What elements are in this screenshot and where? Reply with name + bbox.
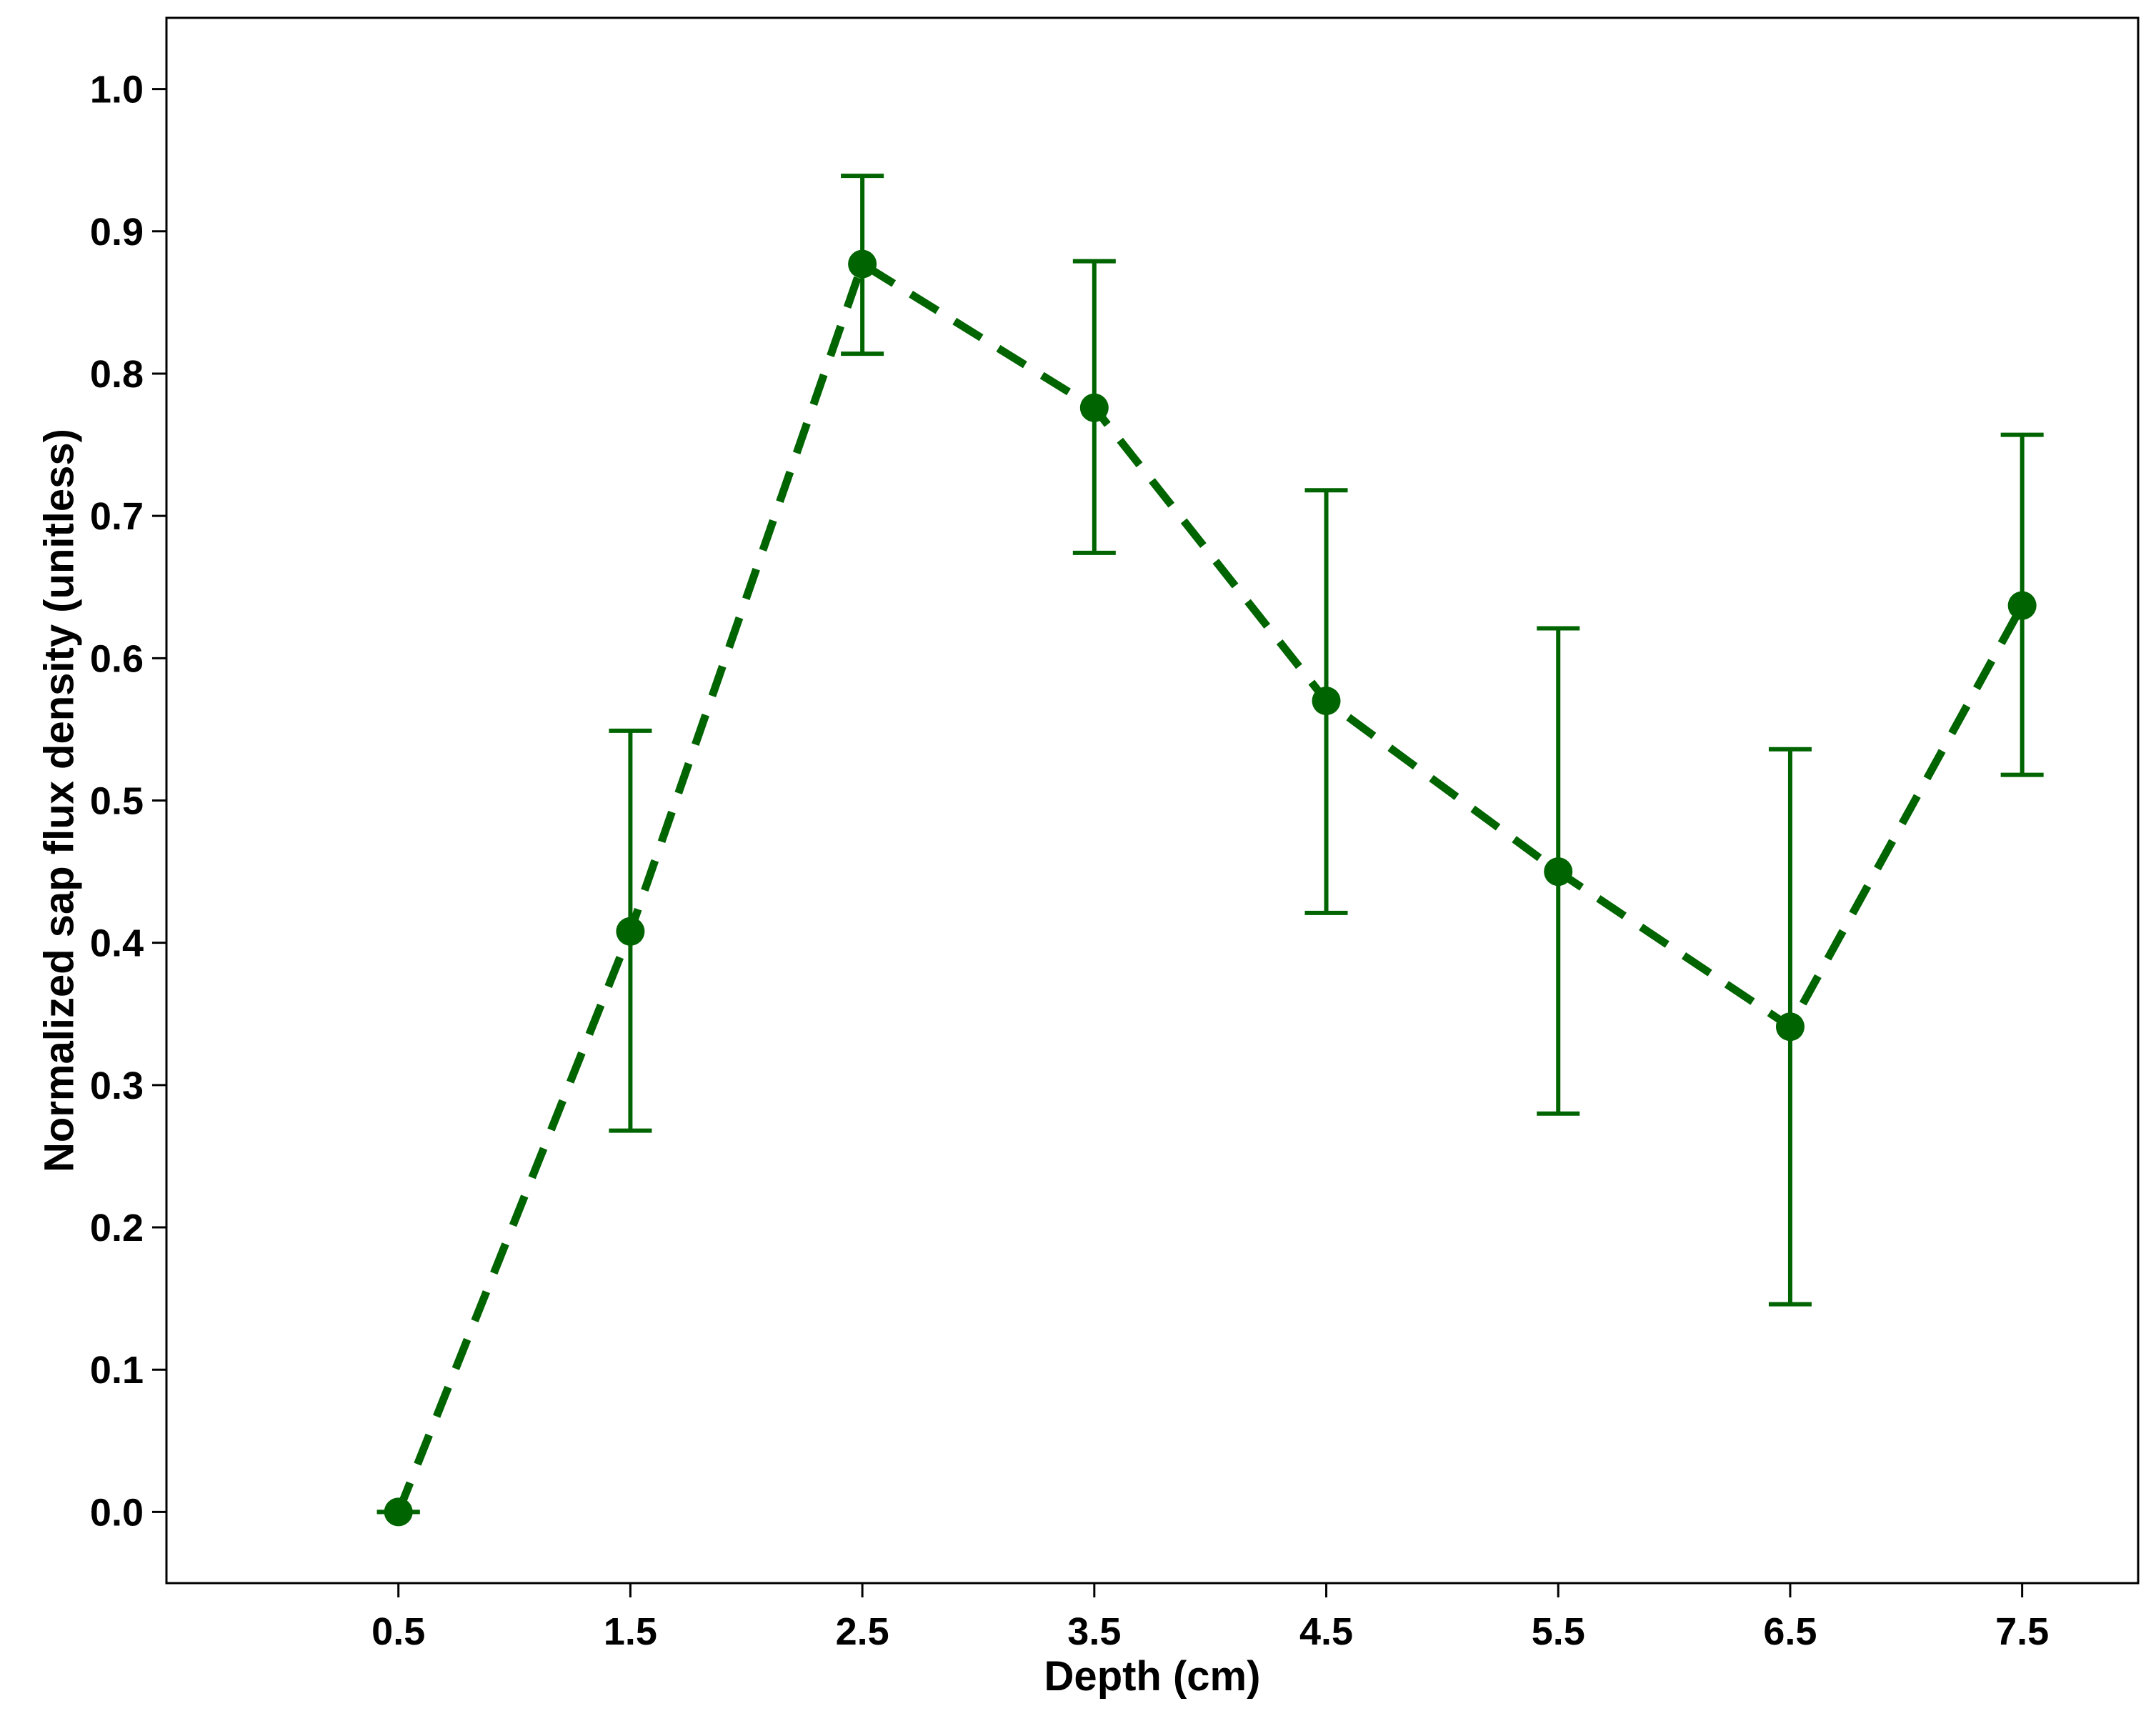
data-point	[384, 1497, 413, 1527]
x-axis: 0.5 1.5 2.5 3.5 4.5 5.5 6.5 7.5	[371, 1583, 2049, 1653]
y-tick-label: 0.7	[90, 495, 144, 538]
x-tick-label: 4.5	[1299, 1610, 1353, 1653]
y-tick-label: 0.6	[90, 637, 144, 680]
y-tick-label: 0.0	[90, 1491, 144, 1534]
x-tick-label: 1.5	[604, 1610, 657, 1653]
x-axis-title: Depth (cm)	[1044, 1653, 1261, 1700]
x-tick-label: 3.5	[1067, 1610, 1121, 1653]
data-point	[616, 917, 645, 946]
series-line	[394, 260, 2026, 1514]
y-tick-label: 0.2	[90, 1207, 144, 1249]
y-axis-title: Normalized sap flux density (unitless)	[36, 429, 82, 1172]
series	[376, 174, 2044, 1527]
y-tick-label: 0.9	[90, 211, 144, 254]
data-point	[1079, 393, 1109, 422]
x-tick-label: 0.5	[371, 1610, 425, 1653]
x-tick-label: 2.5	[836, 1610, 889, 1653]
data-point	[2007, 591, 2037, 620]
y-axis: 0.0 0.1 0.2 0.3 0.4 0.5 0.6 0.7 0.8 0.9 1.0	[90, 69, 166, 1534]
x-tick-label: 7.5	[1995, 1610, 2049, 1653]
y-tick-label: 0.5	[90, 780, 144, 823]
y-tick-label: 0.3	[90, 1064, 144, 1107]
x-tick-label: 6.5	[1763, 1610, 1817, 1653]
data-point	[848, 249, 877, 279]
x-tick-label: 5.5	[1532, 1610, 1585, 1653]
data-point	[1312, 687, 1341, 716]
data-point	[1544, 857, 1573, 887]
y-tick-label: 0.8	[90, 353, 144, 396]
y-tick-label: 1.0	[90, 69, 144, 111]
data-point	[1775, 1012, 1805, 1042]
y-tick-label: 0.1	[90, 1349, 144, 1392]
y-tick-label: 0.4	[90, 922, 144, 965]
